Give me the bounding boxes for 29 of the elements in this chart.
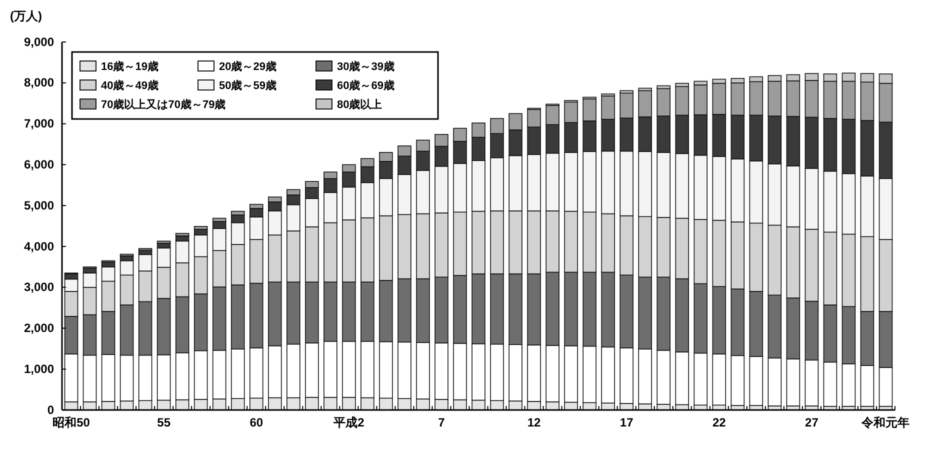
x-tick-label: 55 bbox=[157, 416, 171, 430]
y-axis-title: (万人) bbox=[10, 9, 42, 23]
y-tick-label: 7,000 bbox=[24, 116, 54, 131]
legend-label: 80歳以上 bbox=[337, 98, 382, 111]
y-tick-label: 8,000 bbox=[24, 76, 54, 90]
legend-label: 20歳～29歳 bbox=[219, 60, 276, 73]
x-tick-label: 60 bbox=[250, 416, 264, 430]
x-tick-label: 平成2 bbox=[332, 416, 365, 430]
legend-label: 50歳～59歳 bbox=[219, 79, 276, 92]
y-tick-label: 4,000 bbox=[24, 239, 54, 254]
y-tick-label: 2,000 bbox=[24, 321, 54, 336]
y-tick-label: 9,000 bbox=[24, 34, 54, 49]
x-tick-label: 令和元年 bbox=[860, 416, 910, 430]
x-tick-label: 22 bbox=[712, 416, 726, 430]
legend-label: 70歳以上又は70歳～79歳 bbox=[101, 98, 226, 111]
y-tick-label: 0 bbox=[47, 402, 54, 417]
legend-label: 60歳～69歳 bbox=[337, 79, 394, 92]
x-tick-label: 昭和50 bbox=[52, 416, 90, 430]
x-tick-label: 17 bbox=[620, 416, 634, 430]
x-tick-label: 7 bbox=[438, 416, 446, 430]
y-tick-label: 5,000 bbox=[24, 198, 54, 212]
y-tick-label: 6,000 bbox=[24, 158, 54, 172]
x-tick-label: 27 bbox=[805, 416, 819, 430]
legend-label: 40歳～49歳 bbox=[101, 79, 158, 92]
x-tick-label: 12 bbox=[527, 416, 542, 430]
y-tick-label: 3,000 bbox=[24, 280, 54, 294]
y-tick-label: 1,000 bbox=[24, 362, 54, 376]
legend-label: 16歳～19歳 bbox=[101, 60, 158, 73]
legend-label: 30歳～39歳 bbox=[337, 60, 394, 73]
